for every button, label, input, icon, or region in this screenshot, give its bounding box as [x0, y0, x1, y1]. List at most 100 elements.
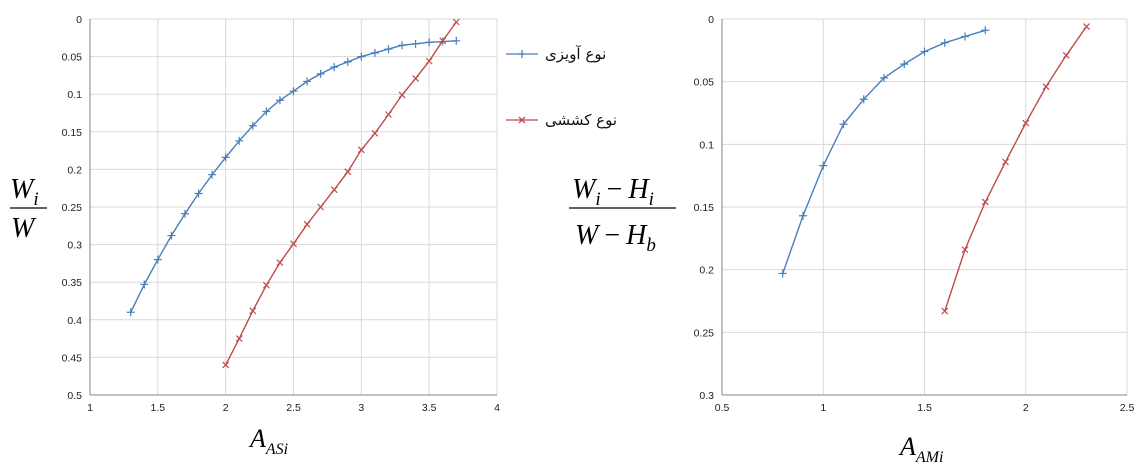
- left-y-tick-label: 0: [76, 14, 82, 26]
- left-data-point-hanging: [167, 231, 176, 240]
- left-xlabel-sub: ASi: [265, 441, 288, 458]
- left-data-point-hanging: [384, 45, 393, 54]
- right-ylabel-num-a-sub: i: [595, 189, 600, 210]
- left-y-tick-label: 0.5: [67, 390, 82, 402]
- left-data-point-hanging: [248, 121, 257, 130]
- left-data-point-hanging: [194, 189, 203, 198]
- right-x-tick-label: 2.5: [1120, 402, 1135, 414]
- legend-label-hanging: نوع آویزی: [545, 45, 606, 63]
- right-data-point-tension: [1002, 158, 1009, 166]
- left-y-tick-label: 0.05: [62, 52, 83, 64]
- left-y-tick-label: 0.35: [62, 277, 83, 289]
- left-ylabel-den: W: [11, 213, 37, 244]
- right-data-point-hanging: [961, 32, 969, 41]
- right-ylabel-num-a: W: [572, 174, 598, 205]
- left-y-tick-label: 0.45: [62, 352, 83, 364]
- right-ylabel-den-b-sub: b: [646, 235, 656, 256]
- left-y-tick-label: 0.4: [67, 315, 82, 327]
- left-ylabel-num-base: W: [10, 174, 36, 205]
- left-data-point-hanging: [452, 36, 461, 45]
- right-data-point-tension: [1083, 23, 1090, 30]
- right-x-tick-label: 2: [1023, 402, 1029, 414]
- right-series-line-hanging: [782, 29, 986, 274]
- left-data-point-tension: [249, 307, 257, 315]
- right-x-tick-label: 1.5: [917, 402, 932, 414]
- right-data-point-tension: [1062, 51, 1070, 59]
- right-ylabel-minus-2: −: [604, 220, 620, 251]
- left-data-point-tension: [330, 186, 338, 194]
- legend: نوع آویزی نوع کششی: [506, 45, 617, 129]
- right-xlabel-base: A: [898, 432, 916, 461]
- right-y-axis-label: Wi − Hi W − Hb: [569, 174, 676, 256]
- right-data-point-hanging: [839, 120, 848, 129]
- left-data-point-hanging: [262, 107, 271, 116]
- right-data-point-hanging: [859, 95, 868, 104]
- left-y-tick-label: 0.2: [67, 164, 82, 176]
- left-data-point-hanging: [140, 280, 149, 289]
- left-ylabel-num-sub: i: [33, 189, 38, 210]
- left-data-point-hanging: [357, 52, 366, 61]
- right-data-point-tension: [981, 198, 989, 206]
- right-data-point-hanging: [799, 211, 807, 220]
- left-data-point-tension: [276, 259, 284, 267]
- right-y-tick-label: 0.25: [694, 327, 715, 339]
- left-data-point-tension: [222, 361, 230, 369]
- left-data-point-hanging: [235, 136, 244, 145]
- right-ylabel-den-b: H: [625, 220, 648, 251]
- left-x-tick-label: 2.5: [286, 402, 301, 414]
- left-data-point-tension: [262, 281, 270, 289]
- right-x-tick-label: 1: [820, 402, 826, 414]
- right-x-axis-label: AAMi: [898, 432, 943, 466]
- right-data-point-tension: [961, 246, 969, 254]
- left-data-point-tension: [357, 146, 365, 154]
- left-data-point-hanging: [303, 77, 312, 86]
- left-chart: 0 0.05 0.1 0.15 0.2 0.25 0.3 0.35 0.4 0.45 0.5 1 1.5…: [62, 14, 501, 414]
- left-data-point-tension: [290, 240, 297, 248]
- left-data-point-hanging: [370, 48, 379, 57]
- left-data-point-hanging: [221, 153, 230, 162]
- right-y-tick-label: 0.1: [699, 139, 714, 151]
- legend-marker-tension: [518, 116, 526, 124]
- left-data-point-tension: [452, 18, 460, 26]
- right-data-point-hanging: [778, 269, 787, 278]
- left-data-point-hanging: [411, 39, 420, 48]
- left-data-point-hanging: [330, 63, 339, 72]
- left-x-tick-label: 1: [87, 402, 93, 414]
- right-ylabel-den-a: W: [575, 220, 601, 251]
- right-data-point-hanging: [900, 60, 909, 69]
- right-data-point-hanging: [880, 73, 888, 82]
- right-data-point-hanging: [940, 38, 949, 47]
- svg-text:Wi−Hi: Wi − Hi: [572, 174, 654, 210]
- left-x-tick-label: 1.5: [151, 402, 166, 414]
- left-data-point-hanging: [180, 209, 189, 218]
- right-data-point-tension: [1042, 83, 1050, 91]
- left-data-point-tension: [317, 203, 325, 211]
- left-data-point-hanging: [398, 41, 407, 50]
- left-data-point-hanging: [275, 96, 284, 105]
- left-data-point-tension: [344, 168, 352, 176]
- legend-marker-hanging: [518, 50, 526, 58]
- left-y-tick-label: 0.1: [67, 89, 82, 101]
- right-y-tick-label: 0.15: [694, 202, 715, 214]
- legend-label-tension: نوع کششی: [545, 111, 617, 129]
- left-y-tick-label: 0.3: [67, 240, 82, 252]
- left-y-tick-label: 0.15: [62, 127, 83, 139]
- left-x-tick-label: 4: [494, 402, 500, 414]
- left-y-axis-label: Wi W: [10, 174, 47, 244]
- left-x-tick-label: 2: [223, 402, 229, 414]
- right-ylabel-minus: −: [607, 174, 623, 205]
- left-data-point-tension: [398, 91, 406, 99]
- left-x-tick-label: 3.5: [422, 402, 437, 414]
- left-data-point-hanging: [425, 38, 434, 47]
- right-data-point-hanging: [920, 47, 929, 56]
- left-data-point-hanging: [208, 170, 217, 179]
- right-ylabel-num-b: H: [627, 174, 650, 205]
- left-x-tick-label: 3: [358, 402, 364, 414]
- left-series-line-tension: [225, 21, 457, 366]
- svg-text:W−Hb: W − Hb: [575, 220, 656, 256]
- left-data-point-tension: [385, 111, 392, 118]
- svg-text:Wi: Wi: [10, 174, 39, 210]
- left-data-point-hanging: [153, 255, 162, 264]
- left-data-point-tension: [425, 57, 433, 65]
